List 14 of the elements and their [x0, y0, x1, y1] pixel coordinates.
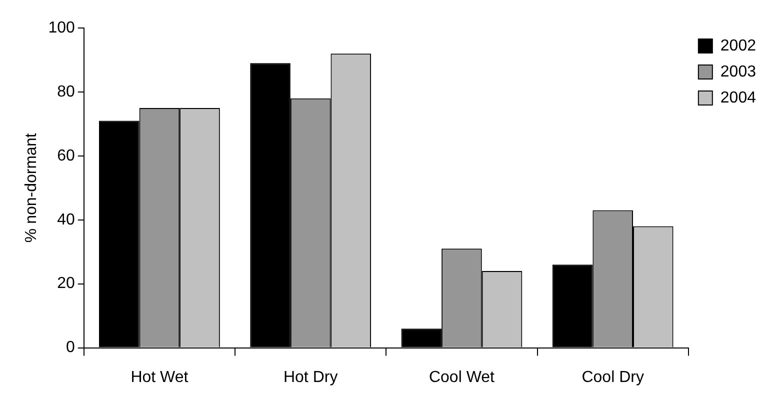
x-tick-label: Hot Dry	[283, 368, 338, 386]
y-tick-label: 100	[48, 19, 75, 36]
x-tick-label: Cool Wet	[428, 368, 496, 386]
y-tick-label: 40	[57, 211, 75, 228]
legend-label: 2003	[720, 63, 756, 80]
legend-label: 2002	[720, 37, 756, 54]
y-tick-label: 0	[66, 339, 75, 356]
legend-label: 2004	[720, 89, 756, 106]
y-tick-label: 80	[57, 83, 75, 100]
y-tick-label: 20	[57, 275, 75, 292]
x-tick-label: Cool Dry	[582, 368, 644, 386]
y-tick-label: 60	[57, 147, 75, 164]
x-tick-label: Hot Wet	[130, 368, 189, 386]
y-axis-title: % non-dormant	[23, 132, 40, 243]
